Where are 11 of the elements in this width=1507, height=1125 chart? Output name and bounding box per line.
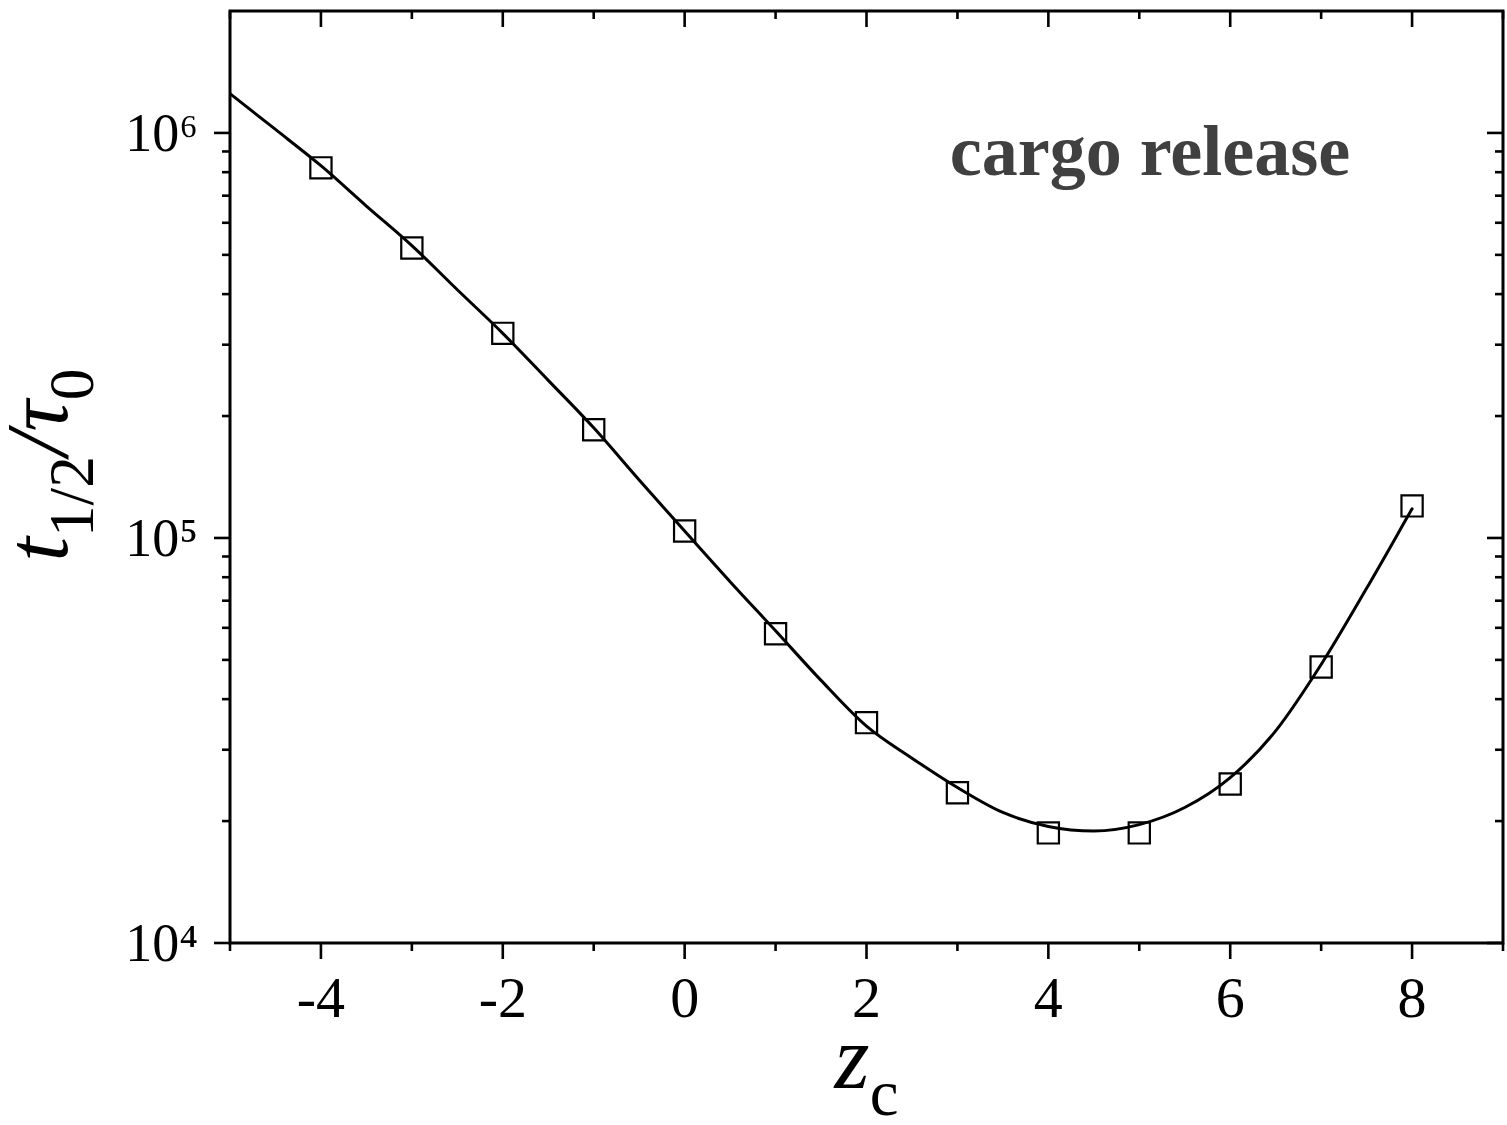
- x-tick-label: 0: [670, 965, 700, 1031]
- point: [1400, 494, 1424, 518]
- y-tick-label: 10⁵: [125, 507, 198, 568]
- y-tick-label: 10⁶: [125, 102, 198, 163]
- x-tick-label: -4: [296, 965, 346, 1031]
- x-tick-label: 8: [1397, 965, 1427, 1031]
- annotation: cargo release: [949, 111, 1351, 192]
- x-tick-label: -2: [478, 965, 527, 1031]
- x-tick-label: 4: [1033, 965, 1063, 1031]
- x-tick-label: 6: [1215, 965, 1245, 1031]
- y-tick-label: 10⁴: [125, 913, 198, 973]
